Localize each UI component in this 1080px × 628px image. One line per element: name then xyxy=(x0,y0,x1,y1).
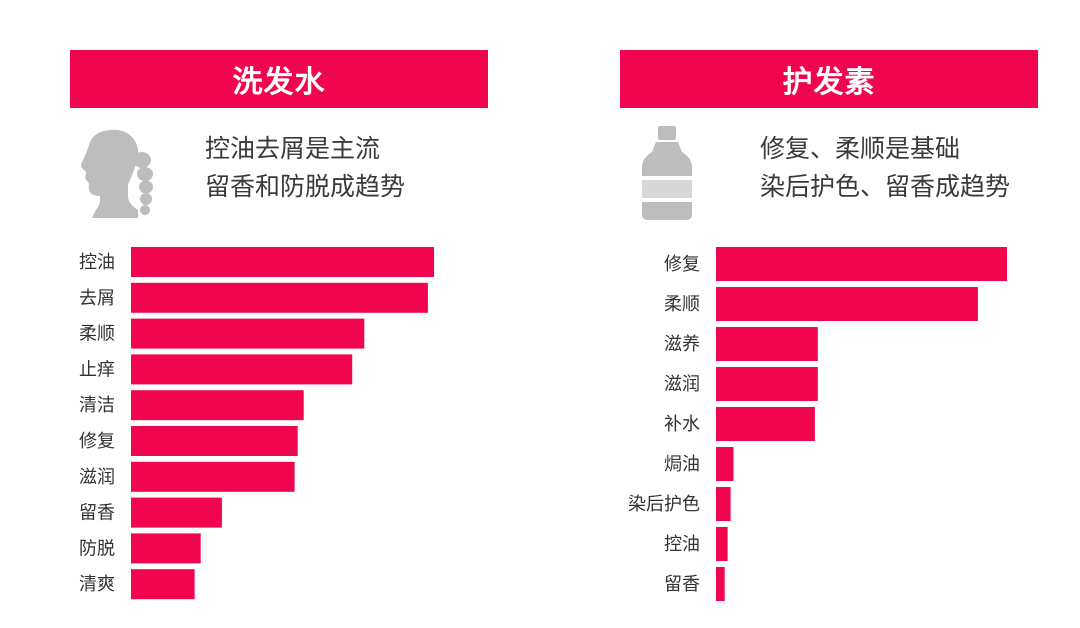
bar-清洁 xyxy=(131,390,304,421)
category-label: 去屑 xyxy=(79,288,115,309)
category-label: 控油 xyxy=(664,534,700,555)
category-label: 染后护色 xyxy=(628,494,700,515)
category-label: 焗油 xyxy=(664,454,700,475)
conditioner-title-banner: 护发素 xyxy=(620,50,1038,108)
bar-修复 xyxy=(131,426,298,456)
bar-修复 xyxy=(716,247,1007,281)
shampoo-tagline-line-1: 控油去屑是主流 xyxy=(205,134,381,163)
category-label: 防脱 xyxy=(79,538,115,559)
category-label: 修复 xyxy=(664,254,700,275)
category-label: 清爽 xyxy=(79,574,115,595)
bar-留香 xyxy=(131,497,222,528)
shampoo-tagline: 控油去屑是主流 留香和防脱成趋势 xyxy=(205,130,405,206)
category-label: 柔顺 xyxy=(79,324,115,345)
conditioner-tagline-line-1: 修复、柔顺是基础 xyxy=(760,134,961,163)
category-label: 修复 xyxy=(79,431,115,452)
bar-留香 xyxy=(716,567,725,601)
category-label: 控油 xyxy=(79,252,115,273)
category-label: 滋润 xyxy=(664,374,700,395)
bar-染后护色 xyxy=(716,487,731,521)
bar-止痒 xyxy=(131,354,353,385)
bar-滋养 xyxy=(716,327,818,361)
bar-防脱 xyxy=(131,533,201,564)
category-label: 清洁 xyxy=(79,395,115,416)
bar-清爽 xyxy=(131,569,195,600)
shampoo-tagline-line-2: 留香和防脱成趋势 xyxy=(205,172,406,201)
bar-焗油 xyxy=(716,447,734,481)
bar-滋润 xyxy=(131,461,295,492)
conditioner-tagline-line-2: 染后护色、留香成趋势 xyxy=(760,172,1011,201)
category-label: 留香 xyxy=(79,503,115,524)
category-label: 止痒 xyxy=(79,359,115,380)
woman-profile-icon xyxy=(72,126,162,218)
bar-补水 xyxy=(716,407,815,441)
conditioner-tagline: 修复、柔顺是基础 染后护色、留香成趋势 xyxy=(760,130,1010,206)
bar-控油 xyxy=(131,247,434,277)
shampoo-title-banner: 洗发水 xyxy=(70,50,488,108)
bar-控油 xyxy=(716,527,728,561)
category-label: 补水 xyxy=(664,414,700,435)
category-label: 留香 xyxy=(664,574,700,595)
bar-去屑 xyxy=(131,282,428,313)
bar-滋润 xyxy=(716,367,818,401)
category-label: 滋润 xyxy=(79,467,115,488)
bottle-icon xyxy=(642,126,692,220)
bar-柔顺 xyxy=(131,318,365,349)
category-label: 柔顺 xyxy=(664,294,700,315)
shampoo-title: 洗发水 xyxy=(232,65,326,100)
conditioner-title: 护发素 xyxy=(782,65,876,100)
bar-柔顺 xyxy=(716,287,978,321)
category-label: 滋养 xyxy=(664,334,700,355)
